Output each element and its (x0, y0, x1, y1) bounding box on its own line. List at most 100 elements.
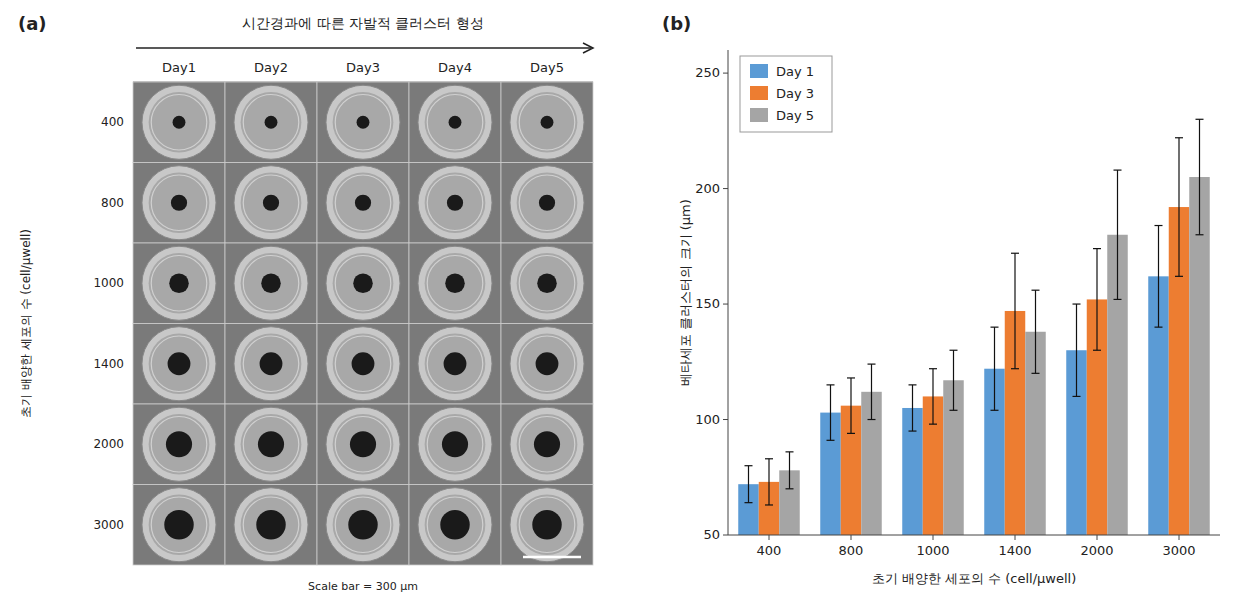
error-bar (1114, 170, 1122, 299)
microwell-center (333, 494, 394, 555)
microwell-center (425, 253, 486, 314)
error-bar (786, 452, 794, 489)
image-cell (501, 324, 593, 405)
microwell-ring (519, 175, 575, 231)
error-bar-stem (932, 369, 933, 424)
spheroid (442, 431, 468, 457)
error-bar-cap (1093, 248, 1101, 249)
x-tick-label: 400 (757, 543, 782, 558)
error-bar-cap (1011, 253, 1019, 254)
x-axis-line (728, 535, 1220, 536)
spheroid (168, 352, 191, 375)
error-bar-cap (950, 350, 958, 351)
error-bar-cap (1175, 276, 1183, 277)
error-bar-stem (1158, 226, 1159, 328)
x-tick (1179, 535, 1180, 540)
microwell (326, 488, 400, 562)
panel-b: (b)501001502002504008001000140020003000초… (662, 13, 1220, 586)
microwell (142, 407, 216, 481)
y-tick-label: 250 (695, 65, 720, 80)
microwell-center (425, 172, 486, 233)
microwell-ring (243, 416, 299, 472)
spheroid (171, 195, 187, 211)
row-label: 1000 (93, 276, 124, 290)
microwell-center (149, 414, 210, 475)
spheroid (258, 431, 284, 457)
microwell-ring (335, 336, 391, 392)
microwell (142, 166, 216, 240)
row-label: 1400 (93, 357, 124, 371)
microwell-ring (427, 255, 483, 311)
y-tick (723, 73, 728, 74)
y-tick (723, 535, 728, 536)
error-bar-cap (1196, 234, 1204, 235)
spheroid (350, 431, 376, 457)
error-bar-cap (1032, 373, 1040, 374)
microwell-ring (335, 497, 391, 553)
microwell-ring (151, 336, 207, 392)
image-cell (225, 82, 317, 163)
error-bar-cap (909, 384, 917, 385)
microwell-center (517, 333, 578, 394)
scale-bar (523, 556, 581, 559)
microwell-ring (427, 336, 483, 392)
error-bar (950, 350, 958, 410)
microwell-ring (243, 175, 299, 231)
error-bar-cap (745, 502, 753, 503)
error-bar-cap (847, 377, 855, 378)
microwell-center (425, 494, 486, 555)
microwell-ring (151, 94, 207, 150)
error-bar-stem (789, 452, 790, 489)
microwell (510, 85, 584, 159)
error-bar-stem (1014, 253, 1015, 368)
y-tick-label: 150 (695, 296, 720, 311)
scale-bar-text: Scale bar = 300 μm (308, 580, 418, 593)
error-bar-stem (1199, 119, 1200, 234)
image-cell (501, 485, 593, 566)
x-tick (769, 535, 770, 540)
legend: Day 1Day 3Day 5 (740, 56, 832, 132)
spheroid (445, 273, 465, 293)
image-cell (317, 324, 409, 405)
image-cell (317, 404, 409, 485)
image-cell (225, 243, 317, 324)
x-tick (1015, 535, 1016, 540)
microwell-ring (151, 416, 207, 472)
image-cell (317, 485, 409, 566)
error-bar-cap (786, 488, 794, 489)
spheroid (532, 510, 561, 539)
error-bar-stem (748, 466, 749, 503)
microwell (234, 327, 308, 401)
x-tick-label: 800 (839, 543, 864, 558)
microwell (234, 246, 308, 320)
microwell-center (333, 253, 394, 314)
x-tick (851, 535, 852, 540)
microwell-center (425, 333, 486, 394)
error-bar-cap (1073, 396, 1081, 397)
microwell (418, 166, 492, 240)
spheroid (447, 195, 463, 211)
error-bar-stem (1178, 138, 1179, 277)
figure: (a)시간경과에 따른 자발적 클러스터 형성Day1Day2Day3Day4D… (0, 0, 1243, 610)
error-bar-cap (765, 458, 773, 459)
microwell (418, 85, 492, 159)
microwell-center (517, 253, 578, 314)
error-bar-cap (1155, 225, 1163, 226)
microwell-ring (335, 416, 391, 472)
error-bar (1196, 119, 1204, 234)
microwell-center (517, 92, 578, 153)
microwell (234, 166, 308, 240)
spheroid (357, 116, 370, 129)
panel-a: (a)시간경과에 따른 자발적 클러스터 형성Day1Day2Day3Day4D… (18, 13, 593, 593)
image-cell (501, 404, 593, 485)
spheroid (169, 273, 189, 293)
legend-swatch (750, 86, 768, 100)
image-cell (409, 485, 501, 566)
x-tick-label: 1000 (916, 543, 949, 558)
error-bar (929, 369, 937, 424)
microwell (510, 407, 584, 481)
microwell-center (425, 414, 486, 475)
spheroid (541, 116, 554, 129)
panel-label: (b) (662, 13, 691, 34)
error-bar-cap (1175, 137, 1183, 138)
